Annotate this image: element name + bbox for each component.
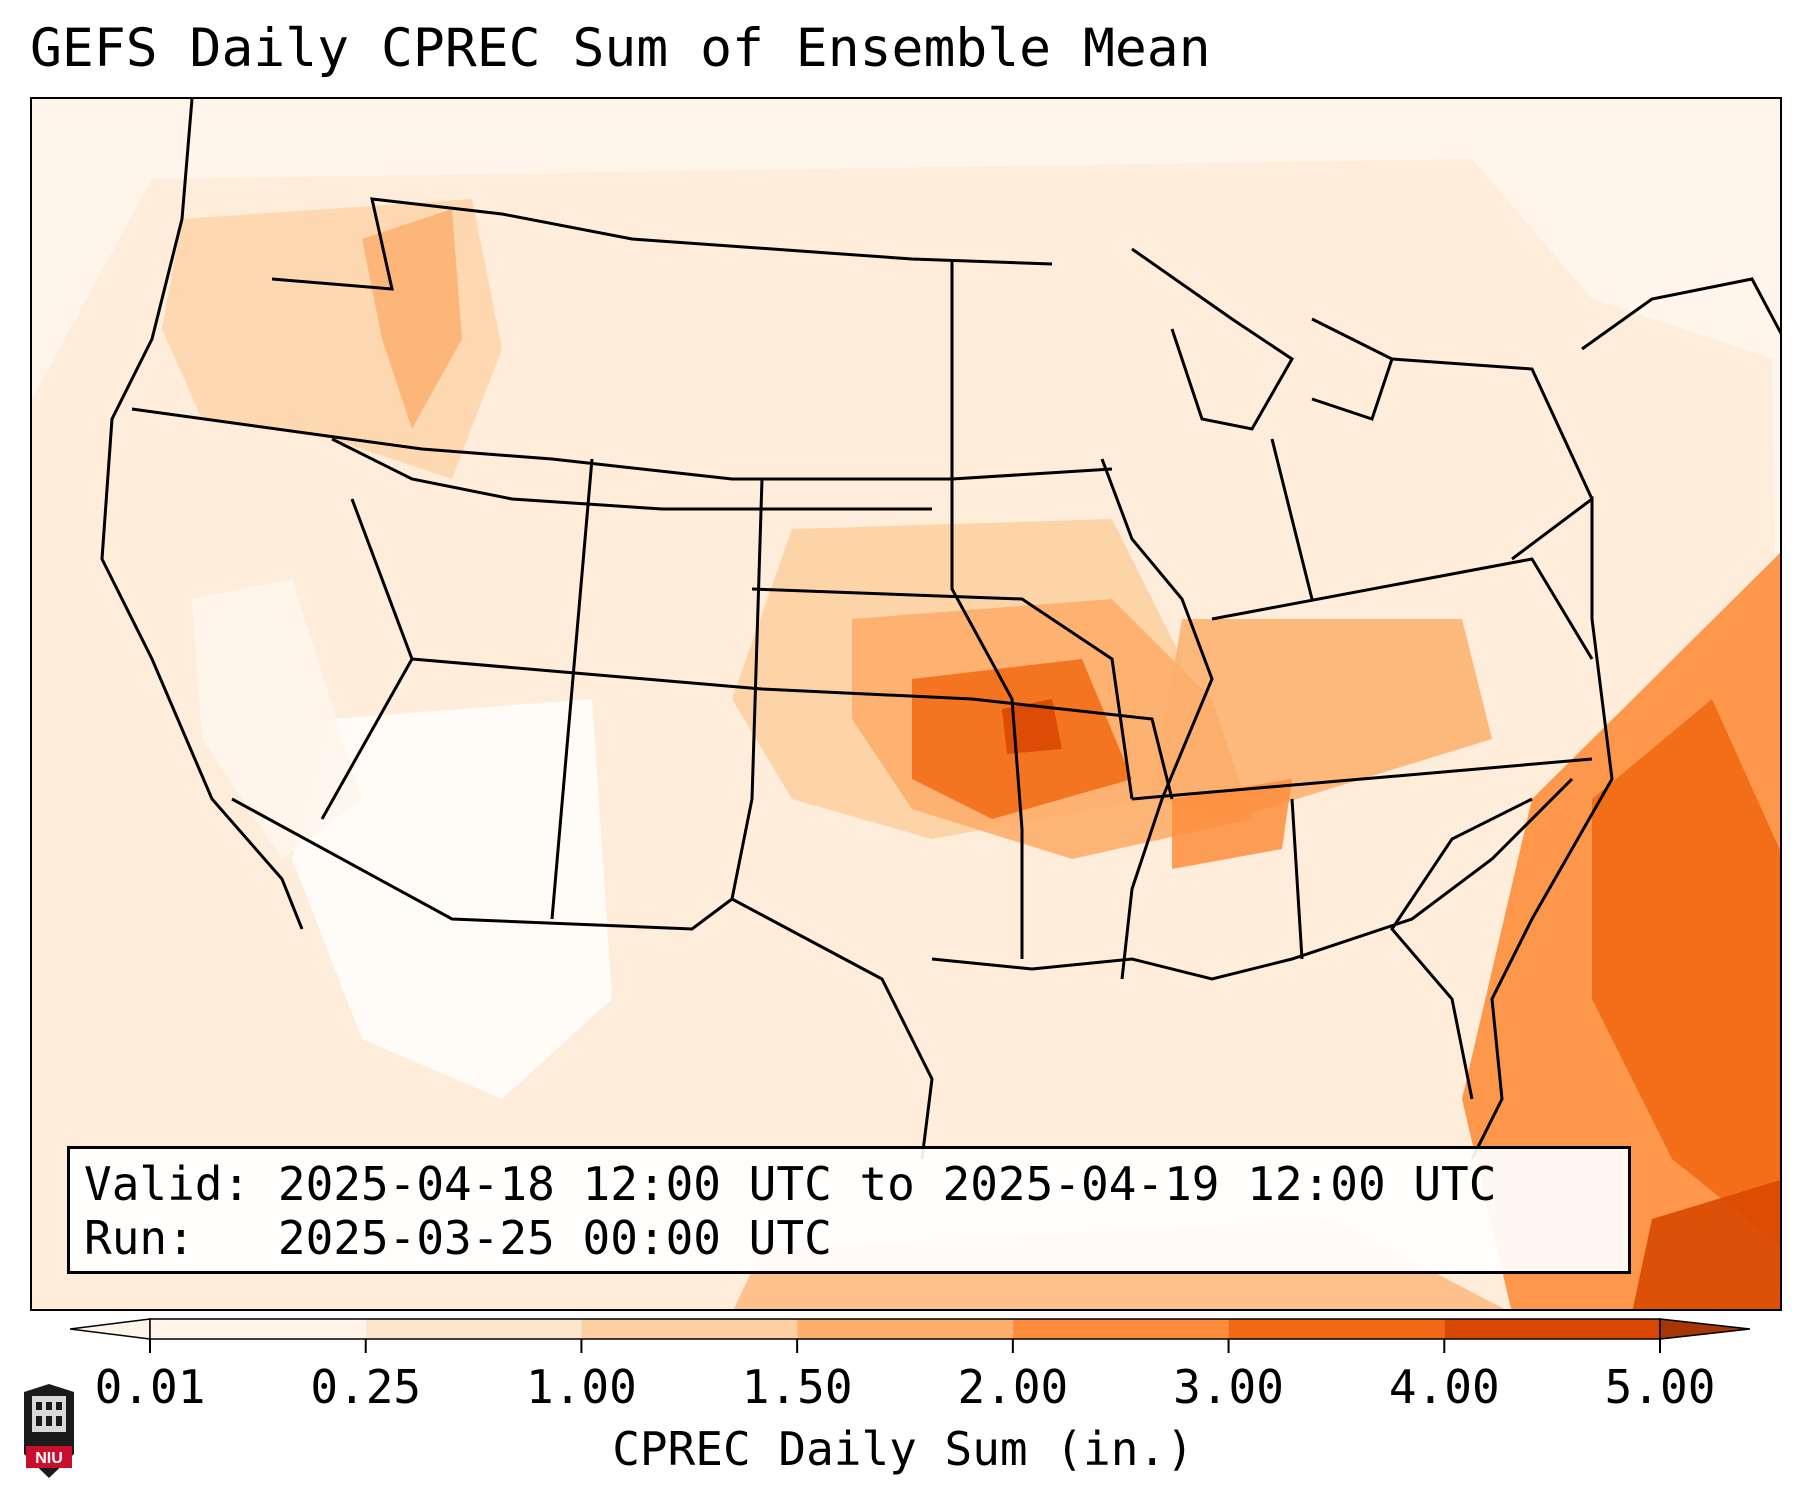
- colorbar: [70, 1318, 1750, 1353]
- ks-ne-line: [751, 587, 1134, 800]
- florida-coast: [1390, 797, 1533, 1100]
- colorbar-segment: [1444, 1319, 1660, 1339]
- colorbar-segment: [150, 1319, 366, 1339]
- ks-ok-line: [971, 697, 1174, 800]
- colorbar-tick-label: 0.25: [310, 1360, 422, 1414]
- us-mexico-border: [231, 797, 733, 931]
- map-title: GEFS Daily CPREC Sum of Ensemble Mean: [30, 18, 1211, 79]
- colorbar-extend-low: [70, 1318, 151, 1340]
- maine-coast: [1581, 277, 1780, 351]
- run-value: 2025-03-25 00:00 UTC: [277, 1211, 832, 1265]
- or-id-ne-line: [131, 407, 1113, 481]
- southwest-dry: [292, 699, 612, 1099]
- ohio-precip: [1152, 619, 1492, 819]
- al-line: [1290, 798, 1304, 960]
- gulf-coast: [931, 777, 1574, 981]
- northern-border: [271, 197, 1053, 291]
- colorbar-tick-label: 4.00: [1388, 1360, 1500, 1414]
- colorbar-tick-label: 5.00: [1604, 1360, 1716, 1414]
- colorbar-segment: [1228, 1319, 1445, 1339]
- colorbar-outline: [149, 1318, 1661, 1340]
- tn-line: [1131, 757, 1593, 801]
- texas-border: [731, 897, 934, 1160]
- ut-az-line: [411, 657, 973, 701]
- ohio-line: [1211, 557, 1594, 660]
- boundaries: [100, 99, 1780, 1160]
- colorbar-segment: [365, 1319, 582, 1339]
- caribbean-heavy: [1632, 1180, 1780, 1309]
- plains-vertical: [950, 259, 1024, 959]
- east-coast: [1470, 496, 1614, 1160]
- az-nm-line: [550, 458, 594, 920]
- logo-text: NIU: [35, 1450, 63, 1467]
- colorbar-tick-label: 3.00: [1173, 1360, 1284, 1414]
- colorbar-tick-label: 1.50: [741, 1360, 853, 1414]
- valid-value: 2025-04-18 12:00 UTC to 2025-04-19 12:00…: [277, 1157, 1497, 1211]
- lake-huron: [1311, 317, 1394, 421]
- colorbar-segment: [1012, 1319, 1229, 1339]
- west-coast: [100, 99, 304, 930]
- colorbar-tick-label: 1.00: [526, 1360, 637, 1414]
- mississippi-river: [1100, 458, 1214, 980]
- colorbar-tick-label: 0.01: [94, 1360, 206, 1414]
- colorbar-label: CPREC Daily Sum (in.): [612, 1422, 1194, 1476]
- colorbar-segment: [581, 1319, 798, 1339]
- in-line: [1270, 438, 1314, 600]
- atlantic-heavy: [1592, 699, 1780, 1246]
- lake-michigan: [1131, 247, 1294, 431]
- tennessee-precip: [1172, 779, 1292, 869]
- niu-logo: NIU: [24, 1384, 74, 1478]
- great-lakes-border: [1391, 357, 1594, 500]
- precip-map: [32, 99, 1780, 1309]
- missouri-peak: [1002, 699, 1062, 754]
- colorbar-segment: [797, 1319, 1013, 1339]
- colorbar-tick-label: 2.00: [957, 1360, 1069, 1414]
- map-panel: [30, 97, 1782, 1311]
- info-box: Valid: 2025-04-18 12:00 UTC to 2025-04-1…: [67, 1146, 1631, 1274]
- run-label: Run:: [84, 1211, 195, 1265]
- california-dry: [192, 579, 362, 859]
- nm-co-line: [730, 478, 764, 900]
- colorbar-extend-high: [1659, 1318, 1750, 1340]
- valid-label: Valid:: [84, 1157, 251, 1211]
